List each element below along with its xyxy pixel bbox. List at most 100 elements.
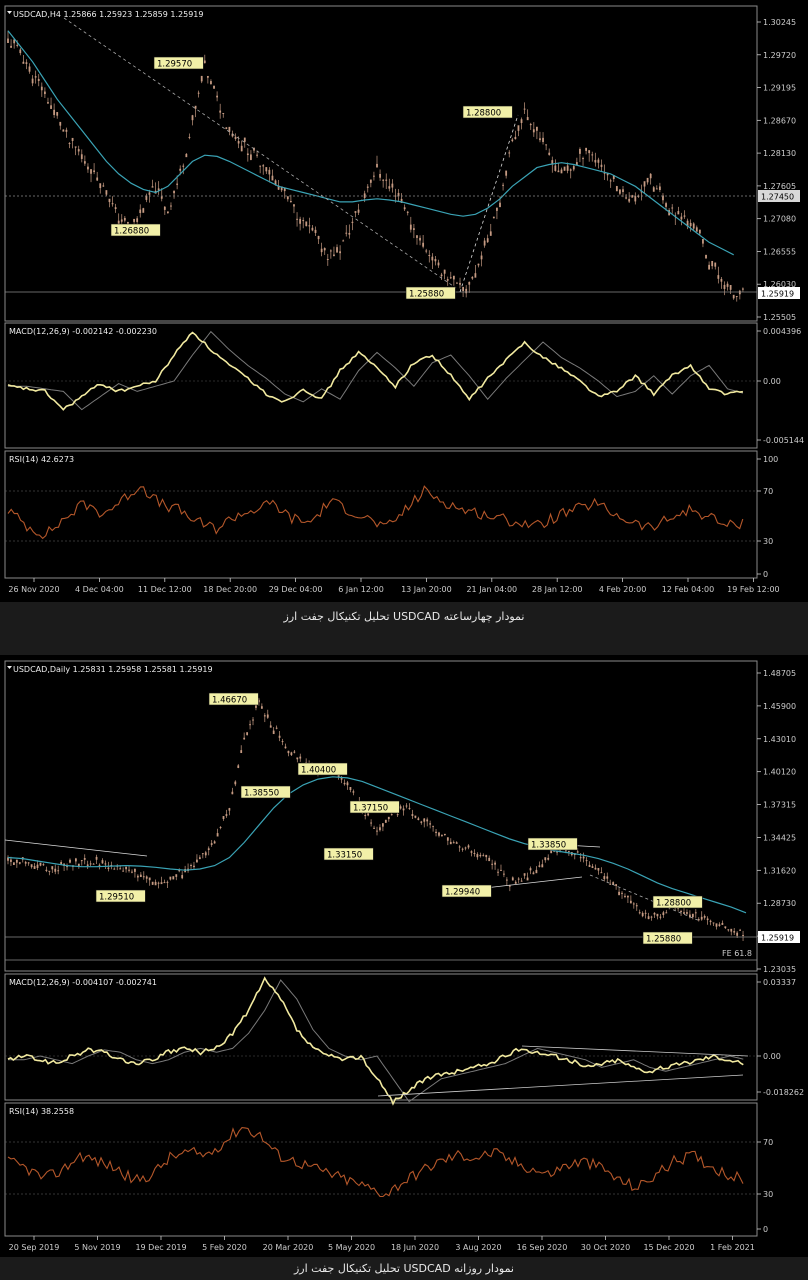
- price-annotation-label-box: [240, 785, 291, 799]
- price-annotation-label: 1.28800: [656, 899, 691, 909]
- candle-body: [700, 916, 703, 920]
- candle-body: [470, 851, 473, 853]
- candle-body: [31, 78, 34, 84]
- candle-body: [213, 85, 215, 89]
- price-tick-label: 1.30245: [763, 18, 796, 27]
- candle-body: [326, 259, 329, 261]
- price-annotation-label: 1.46670: [212, 696, 247, 706]
- price-tick-label: 1.34425: [763, 833, 796, 842]
- x-axis-label: 3 Aug 2020: [455, 1243, 501, 1252]
- candle-body: [354, 211, 357, 213]
- candle-body: [443, 833, 446, 835]
- candle-body: [260, 706, 263, 709]
- candle-body: [554, 165, 557, 171]
- candle-body: [74, 858, 77, 862]
- candle-body: [585, 860, 588, 862]
- candle-body: [65, 129, 68, 132]
- macd-tick-label: 0.00: [763, 377, 781, 386]
- rsi-tick-label: 70: [763, 487, 773, 496]
- candle-body: [477, 263, 480, 266]
- candle-body: [33, 866, 36, 869]
- candle-body: [68, 143, 71, 145]
- candle-body: [511, 139, 514, 142]
- candle-body: [28, 66, 31, 72]
- candle-body: [178, 870, 181, 872]
- x-axis-label: 18 Jun 2020: [391, 1243, 439, 1252]
- candle-body: [196, 859, 198, 863]
- candle-body: [369, 179, 372, 183]
- candle-body: [252, 719, 254, 721]
- candle-body: [597, 867, 600, 871]
- candle-body: [151, 881, 154, 885]
- price-annotation-label-box: [462, 105, 513, 119]
- fe-level-label: FE 61.8: [722, 949, 752, 958]
- candle-body: [638, 912, 641, 914]
- trend-line: [63, 17, 457, 289]
- candle-body: [452, 842, 455, 844]
- candle-body: [603, 876, 606, 880]
- candle-body: [456, 282, 458, 284]
- candle-body: [57, 870, 60, 872]
- candle-body: [59, 121, 62, 126]
- candle-body: [539, 138, 541, 141]
- trend-line: [4, 839, 148, 857]
- candle-body: [237, 141, 240, 144]
- candle-body: [517, 878, 520, 880]
- candle-body: [465, 288, 468, 294]
- candle-body: [733, 931, 736, 933]
- candle-body: [655, 188, 658, 190]
- candle-body: [290, 752, 293, 756]
- price-tick-label: 1.26555: [763, 247, 796, 256]
- candle-body: [198, 857, 201, 860]
- candle-body: [712, 922, 715, 924]
- candle-body: [618, 891, 620, 896]
- candle-body: [420, 821, 423, 823]
- candle-body: [390, 814, 393, 816]
- candle-body: [40, 86, 43, 91]
- price-tick-label: 1.43010: [763, 735, 796, 744]
- macd-panel-frame: [4, 322, 758, 449]
- rsi-line: [7, 1127, 744, 1198]
- candle-body: [452, 275, 455, 280]
- candle-body: [548, 152, 551, 155]
- candle-body: [13, 862, 15, 866]
- candle-body: [266, 714, 269, 718]
- candle-body: [402, 808, 405, 811]
- candle-body: [77, 863, 80, 867]
- candle-body: [717, 275, 720, 279]
- candle-body: [411, 814, 414, 817]
- candle-body: [243, 137, 246, 142]
- candle-body: [711, 260, 714, 267]
- candle-body: [225, 814, 228, 816]
- macd-line: [7, 976, 744, 1106]
- candle-body: [7, 38, 9, 43]
- candle-body: [302, 220, 305, 222]
- price-tick-label: 1.48705: [763, 669, 796, 678]
- candle-body: [503, 873, 505, 875]
- candle-body: [92, 863, 95, 865]
- candle-body: [337, 774, 340, 778]
- candle-body: [296, 218, 298, 220]
- candle-body: [213, 841, 216, 844]
- candle-body: [50, 105, 52, 109]
- dropdown-triangle-icon: [7, 11, 12, 14]
- candle-body: [388, 186, 391, 189]
- candle-body: [508, 152, 511, 154]
- candle-body: [668, 210, 671, 216]
- candle-body: [665, 912, 668, 914]
- candle-body: [243, 737, 246, 740]
- candle-body: [474, 273, 477, 278]
- candle-body: [644, 912, 647, 914]
- trend-line: [484, 876, 583, 889]
- daily-chart: USDCAD,Daily 1.25831 1.25958 1.25581 1.2…: [0, 655, 808, 1257]
- rsi-tick-label: 30: [763, 537, 773, 546]
- candle-body: [496, 207, 498, 211]
- candle-body: [139, 874, 142, 878]
- candle-body: [432, 825, 434, 827]
- candle-body: [201, 853, 204, 855]
- candle-body: [222, 112, 225, 114]
- x-axis-label: 11 Dec 12:00: [138, 585, 192, 594]
- candle-body: [348, 232, 351, 235]
- candle-body: [635, 905, 638, 907]
- candle-body: [51, 866, 54, 870]
